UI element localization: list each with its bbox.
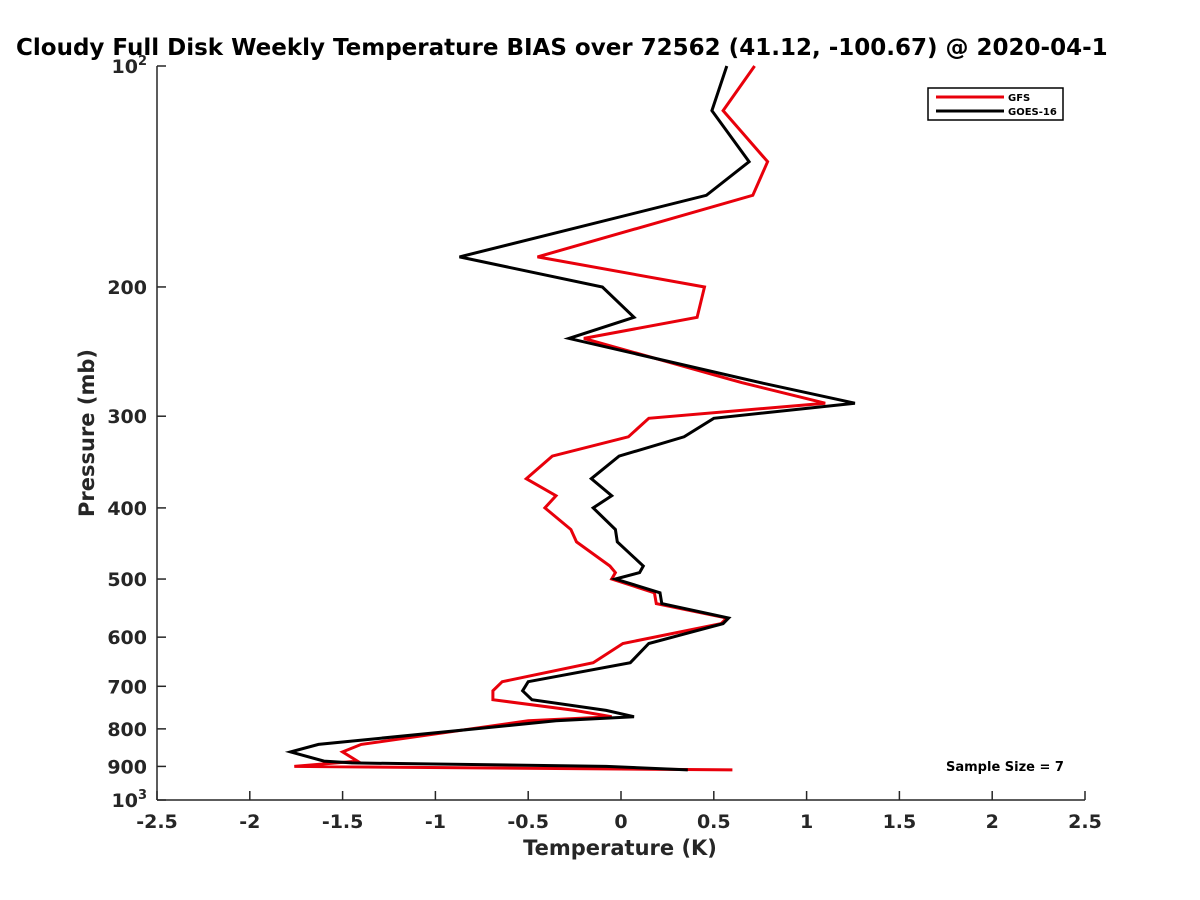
plot-area: -2.5 -2 -1.5 -1 -0.5 0 0.5 1 1.5 2 2.5 102 200 300 400… xyxy=(107,54,1102,833)
x-axis-label: Temperature (K) xyxy=(523,836,717,860)
series-line-goes-16 xyxy=(284,65,856,772)
y-tick-label: 900 xyxy=(107,756,147,778)
x-tick-label: 2.5 xyxy=(1068,811,1102,833)
legend: GFS GOES-16 xyxy=(927,87,1064,121)
x-tick-label: 0.5 xyxy=(697,811,731,833)
legend-label-gfs: GFS xyxy=(1008,93,1030,104)
chart-title: Cloudy Full Disk Weekly Temperature BIAS… xyxy=(16,35,1108,61)
y-tick-label: 500 xyxy=(107,569,147,591)
legend-label-goes-16: GOES-16 xyxy=(1008,107,1057,118)
y-tick-label: 800 xyxy=(107,719,147,741)
x-tick-label: -1.5 xyxy=(322,811,364,833)
y-tick-label: 400 xyxy=(107,498,147,520)
x-tick-label: -0.5 xyxy=(507,811,549,833)
y-tick-label: 700 xyxy=(107,676,147,698)
y-tick-label: 200 xyxy=(107,277,147,299)
y-tick-label: 300 xyxy=(107,406,147,428)
sample-size-annotation: Sample Size = 7 xyxy=(946,760,1064,775)
x-tick-label: -1 xyxy=(425,811,446,833)
x-tick-label: -2.5 xyxy=(136,811,178,833)
y-tick-label: 600 xyxy=(107,627,147,649)
x-tick-label: 1 xyxy=(800,811,813,833)
x-tick-label: -2 xyxy=(239,811,260,833)
x-tick-label: 1.5 xyxy=(883,811,917,833)
legend-box xyxy=(927,87,1064,121)
y-tick-label: 102 xyxy=(112,54,148,78)
y-tick-label: 103 xyxy=(112,788,148,812)
series-line-gfs xyxy=(294,65,826,772)
x-tick-label: 0 xyxy=(614,811,627,833)
y-axis-label: Pressure (mb) xyxy=(75,349,99,517)
x-tick-label: 2 xyxy=(986,811,999,833)
